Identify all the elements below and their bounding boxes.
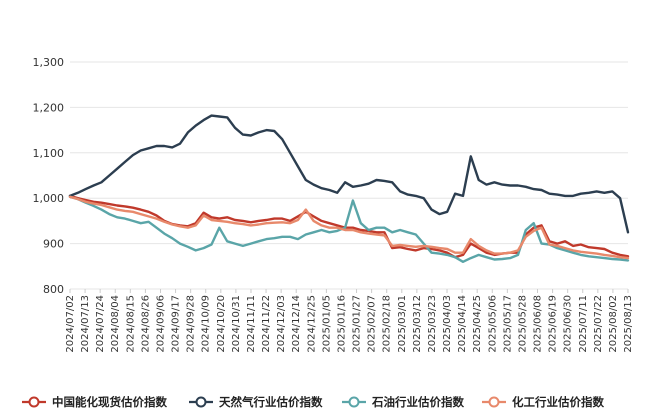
series-line xyxy=(68,195,630,263)
x-tick-label: 2025/03/23 xyxy=(427,295,438,353)
x-tick-label: 2025/06/08 xyxy=(533,295,544,353)
x-tick-label: 2024/07/02 xyxy=(65,295,76,353)
y-tick-label: 800 xyxy=(43,283,64,296)
series-line xyxy=(68,114,630,234)
legend-label: 中国能化现货估价指数 xyxy=(52,395,167,409)
x-tick-label: 2024/12/14 xyxy=(291,295,302,353)
legend: 中国能化现货估价指数 天然气行业估价指数 石油行业估价指数 化工行业估价指数 xyxy=(22,395,604,409)
x-tick-label: 2025/06/19 xyxy=(548,295,559,353)
x-tick-label: 2025/05/06 xyxy=(487,295,498,353)
x-tick-label: 2024/10/20 xyxy=(216,295,227,353)
legend-swatch-marker xyxy=(488,396,500,408)
x-tick-label: 2025/04/14 xyxy=(457,295,468,353)
x-tick-label: 2024/11/22 xyxy=(261,295,272,353)
x-tick-label: 2025/05/17 xyxy=(502,295,513,353)
x-tick-label: 2024/09/06 xyxy=(155,295,166,353)
x-tick-label: 2025/01/16 xyxy=(336,295,347,353)
x-tick-label: 2024/10/31 xyxy=(231,295,242,353)
x-tick-label: 2025/01/05 xyxy=(321,295,332,353)
x-tick-label: 2024/09/28 xyxy=(186,295,197,353)
x-tick-label: 2025/06/30 xyxy=(563,295,574,353)
x-tick-label: 2024/08/04 xyxy=(110,295,121,353)
x-tick-label: 2025/02/07 xyxy=(367,295,378,353)
x-tick-label: 2024/11/11 xyxy=(246,295,257,353)
x-tick-label: 2025/07/11 xyxy=(578,295,589,353)
x-tick-label: 2025/08/02 xyxy=(608,295,619,353)
y-tick-label: 1,300 xyxy=(33,56,65,69)
legend-swatch-marker xyxy=(348,396,360,408)
legend-swatch-marker xyxy=(28,396,40,408)
x-tick-label: 2025/07/22 xyxy=(593,295,604,353)
y-tick-label: 900 xyxy=(43,238,64,251)
x-tick-label: 2024/07/13 xyxy=(80,295,91,353)
x-tick-label: 2025/05/28 xyxy=(517,295,528,353)
axis-layer: 800 900 1,000 1,100 1,200 1,300 2024/07/02 2024… xyxy=(33,56,635,353)
x-tick-label: 2025/08/13 xyxy=(623,295,634,353)
x-tick-label: 2024/09/17 xyxy=(171,295,182,353)
x-tick-label: 2025/01/27 xyxy=(352,295,363,353)
x-tick-label: 2024/08/26 xyxy=(140,295,151,353)
x-tick-label: 2024/12/25 xyxy=(306,295,317,353)
legend-label: 天然气行业估价指数 xyxy=(219,395,323,409)
y-tick-label: 1,200 xyxy=(33,101,65,114)
legend-swatch-marker xyxy=(195,396,207,408)
x-tick-label: 2025/03/01 xyxy=(397,295,408,353)
y-tick-label: 1,100 xyxy=(33,147,65,160)
legend-label: 化工行业估价指数 xyxy=(512,395,604,409)
series-line xyxy=(68,195,630,260)
y-tick-label: 1,000 xyxy=(33,192,65,205)
grid-layer xyxy=(70,61,628,290)
series-layer xyxy=(68,114,630,263)
x-tick-label: 2025/03/12 xyxy=(412,295,423,353)
x-tick-label: 2025/04/25 xyxy=(472,295,483,353)
x-tick-label: 2024/12/03 xyxy=(276,295,287,353)
legend-label: 石油行业估价指数 xyxy=(371,395,464,409)
x-tick-label: 2025/02/18 xyxy=(382,295,393,353)
x-tick-label: 2025/04/03 xyxy=(442,295,453,353)
x-tick-label: 2024/08/15 xyxy=(125,295,136,353)
x-tick-label: 2024/10/09 xyxy=(201,295,212,353)
x-tick-label: 2024/07/24 xyxy=(95,295,106,353)
